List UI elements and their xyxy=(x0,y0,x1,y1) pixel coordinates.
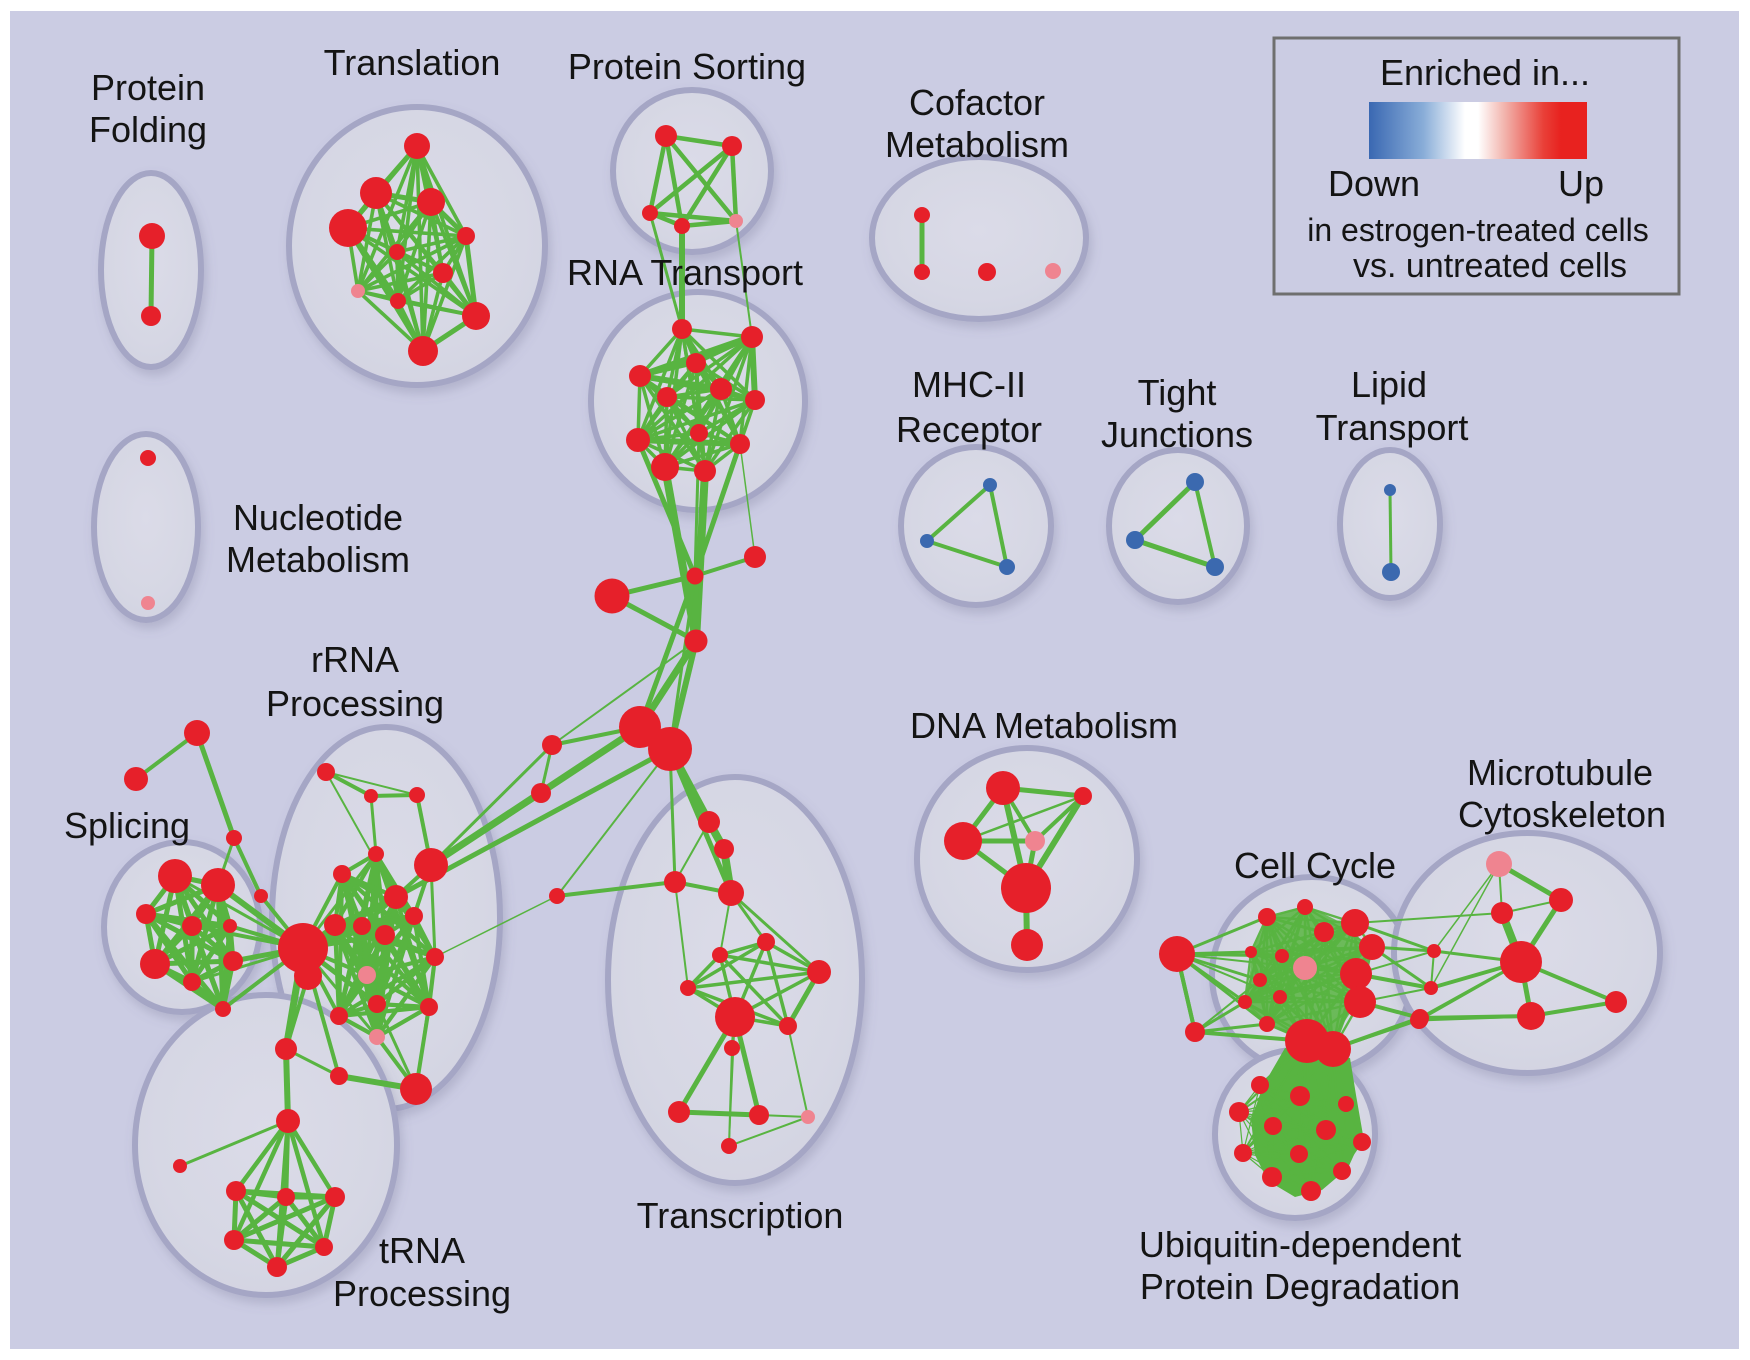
svg-text:RNA Transport: RNA Transport xyxy=(567,252,803,293)
svg-text:Metabolism: Metabolism xyxy=(885,124,1069,165)
svg-text:vs. untreated cells: vs. untreated cells xyxy=(1353,247,1627,285)
svg-text:Protein: Protein xyxy=(91,67,205,108)
svg-text:Microtubule: Microtubule xyxy=(1467,752,1653,793)
svg-text:Nucleotide: Nucleotide xyxy=(233,497,403,538)
svg-text:DNA Metabolism: DNA Metabolism xyxy=(910,705,1178,746)
svg-text:Enriched in...: Enriched in... xyxy=(1380,52,1590,93)
svg-text:Lipid: Lipid xyxy=(1351,364,1427,405)
svg-text:Protein Sorting: Protein Sorting xyxy=(568,46,806,87)
svg-text:Cytoskeleton: Cytoskeleton xyxy=(1458,794,1666,835)
svg-text:MHC-II: MHC-II xyxy=(912,364,1026,405)
svg-text:Cell Cycle: Cell Cycle xyxy=(1234,845,1396,886)
svg-text:Processing: Processing xyxy=(333,1273,511,1314)
svg-text:Transport: Transport xyxy=(1316,407,1469,448)
svg-text:Translation: Translation xyxy=(324,42,501,83)
svg-text:Protein Degradation: Protein Degradation xyxy=(1140,1266,1460,1307)
svg-text:Splicing: Splicing xyxy=(64,805,190,846)
svg-text:Cofactor: Cofactor xyxy=(909,82,1045,123)
svg-text:Up: Up xyxy=(1558,163,1604,204)
svg-text:Folding: Folding xyxy=(89,109,207,150)
svg-text:Down: Down xyxy=(1328,163,1420,204)
svg-text:in estrogen-treated cells: in estrogen-treated cells xyxy=(1307,212,1649,248)
svg-text:Tight: Tight xyxy=(1138,372,1217,413)
svg-text:Processing: Processing xyxy=(266,683,444,724)
svg-text:Receptor: Receptor xyxy=(896,409,1042,450)
svg-text:rRNA: rRNA xyxy=(311,639,399,680)
svg-text:Transcription: Transcription xyxy=(637,1195,844,1236)
svg-text:tRNA: tRNA xyxy=(379,1230,465,1271)
svg-text:Metabolism: Metabolism xyxy=(226,539,410,580)
svg-text:Junctions: Junctions xyxy=(1101,414,1253,455)
svg-text:Ubiquitin-dependent: Ubiquitin-dependent xyxy=(1139,1224,1461,1265)
